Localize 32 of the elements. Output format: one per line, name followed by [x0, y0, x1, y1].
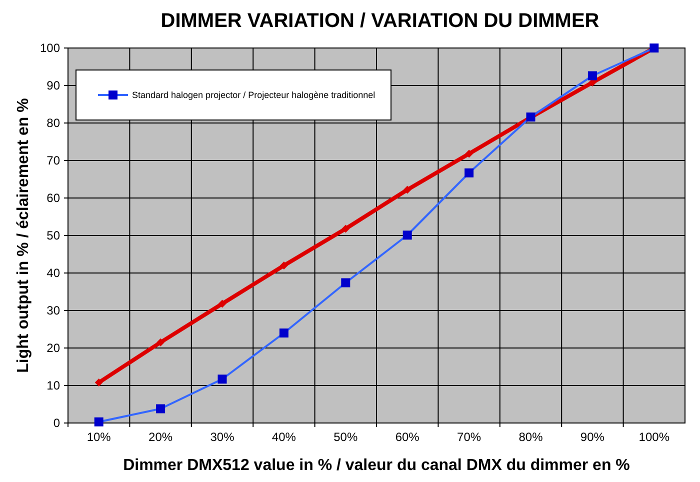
x-tick-label: 100% [638, 430, 670, 444]
y-tick-label: 40 [46, 266, 60, 280]
x-tick-label: 20% [148, 430, 173, 444]
point [156, 338, 165, 346]
y-tick-label: 80 [46, 116, 60, 130]
y-axis-title: Light output in % / éclairement en % [15, 98, 32, 373]
y-tick-label: 60 [46, 191, 60, 206]
point [218, 300, 226, 308]
x-tick-label: 60% [395, 430, 420, 444]
x-tick-label: 50% [334, 430, 358, 444]
x-tick-label: 70% [457, 430, 482, 444]
x-tick-label: 30% [210, 430, 235, 444]
y-tick-label: 0 [53, 416, 60, 430]
x-tick-label: 90% [580, 430, 605, 444]
y-tick-label: 10 [46, 378, 60, 393]
x-tick-label: 10% [86, 430, 112, 444]
point [94, 378, 103, 386]
y-tick-label: 90 [46, 78, 60, 93]
point [342, 224, 350, 233]
x-tick-label: 80% [518, 430, 544, 444]
y-tick-label: 30 [46, 304, 60, 318]
chart-title: DIMMER VARIATION / VARIATION DU DIMMER [160, 10, 600, 32]
x-tick-label: 40% [272, 430, 296, 444]
point [280, 262, 288, 270]
point [403, 186, 412, 194]
legend-label: Standard halogen projector / Projecteur halogène traditionnel [132, 90, 376, 100]
y-tick-label: 70 [46, 154, 60, 168]
y-tick-label: 20 [46, 341, 60, 356]
x-axis-title: Dimmer DMX512 value in % / valeur du canal DMX du dimmer en % [123, 457, 630, 474]
y-tick-label: 50 [46, 228, 60, 243]
point [465, 150, 474, 158]
y-tick-label: 100 [40, 41, 60, 56]
